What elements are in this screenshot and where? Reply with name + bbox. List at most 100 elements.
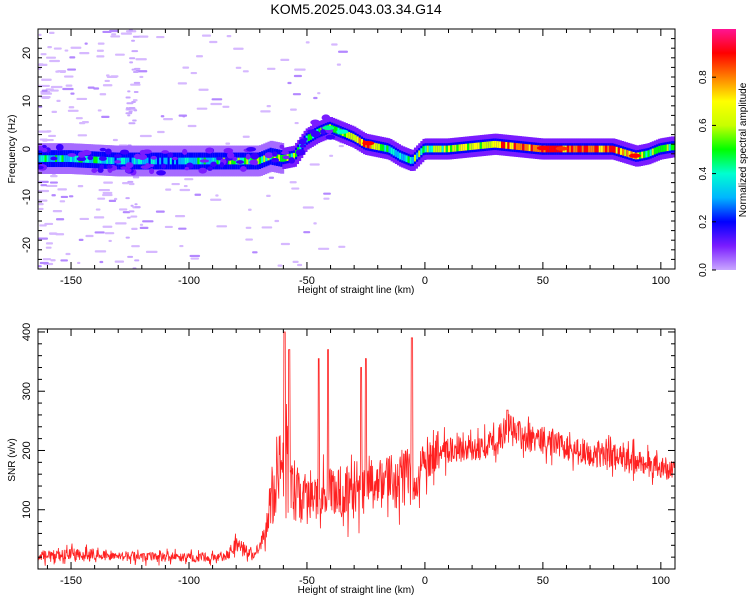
spectrogram-y-label: Frequency (Hz) — [7, 115, 18, 184]
ridge-core — [484, 141, 489, 149]
spectrogram-x-label: Height of straight line (km) — [298, 285, 415, 296]
noise-speck — [139, 226, 149, 229]
ridge-core — [619, 148, 624, 155]
ridge-core — [456, 144, 461, 152]
colorbar: 0.0 0.2 0.4 0.6 0.8 Normalized spectral ampl… — [698, 29, 749, 277]
noise-speck — [178, 114, 188, 117]
noise-speck — [99, 93, 107, 96]
ridge-blob — [295, 149, 306, 156]
ridge-blob — [98, 156, 107, 161]
noise-speck — [57, 188, 67, 191]
noise-speck — [125, 107, 129, 110]
x-tick-label: -150 — [60, 275, 82, 287]
ridge-core — [407, 156, 412, 163]
noise-speck — [331, 43, 338, 46]
noise-speck — [46, 56, 57, 59]
noise-speck — [226, 35, 232, 38]
ridge-core — [428, 145, 433, 153]
noise-speck — [128, 210, 135, 213]
snr-x-axis: -150 -100 -50 0 50 100 — [46, 329, 670, 587]
noise-speck — [293, 74, 302, 78]
noise-speck — [190, 257, 200, 260]
ridge-blob — [207, 166, 213, 171]
noise-speck — [225, 142, 231, 145]
noise-speck — [50, 259, 56, 262]
ridge-blob — [120, 149, 130, 155]
ridge-core — [443, 145, 448, 153]
ridge-core — [167, 157, 172, 165]
ridge-core — [148, 157, 153, 165]
ridge-core — [231, 157, 236, 165]
ridge-core — [526, 144, 531, 151]
ridge-core — [343, 130, 348, 137]
ridge-core — [84, 156, 89, 163]
ridge-core — [454, 144, 459, 152]
ridge-blob — [321, 114, 331, 122]
noise-speck — [196, 55, 203, 58]
noise-speck — [133, 109, 138, 112]
ridge-blob — [99, 147, 107, 152]
ridge-core — [549, 145, 554, 153]
ridge-core — [464, 143, 469, 151]
noise-speck — [323, 192, 331, 195]
noise-speck — [128, 122, 136, 125]
ridge-blob — [299, 144, 305, 148]
ridge-core — [214, 157, 219, 165]
ridge-hotspot — [555, 146, 568, 151]
noise-speck — [49, 59, 60, 63]
ridge-blob — [184, 166, 190, 171]
ridge-core — [42, 155, 47, 162]
ridge-core — [292, 152, 297, 160]
ridge-blob — [232, 156, 238, 162]
ridge-core — [67, 155, 72, 162]
ridge-core — [496, 141, 501, 148]
noise-speck — [128, 182, 135, 186]
noise-speck — [68, 195, 74, 198]
ridge-core — [411, 156, 416, 164]
noise-speck — [189, 254, 201, 258]
spectrogram-frame — [37, 28, 676, 270]
ridge-core — [396, 151, 401, 159]
ridge-blob — [41, 147, 48, 153]
ridge-core — [305, 135, 310, 143]
ridge-core — [409, 157, 414, 164]
noise-speck — [48, 232, 57, 235]
ridge-core — [581, 145, 586, 153]
ridge-core — [377, 143, 382, 151]
noise-speck — [309, 163, 320, 166]
noise-speck — [287, 81, 292, 85]
noise-speck — [102, 191, 113, 195]
noise-speck — [55, 70, 60, 73]
ridge-blob — [272, 151, 278, 157]
noise-speck — [98, 188, 111, 192]
ridge-core — [193, 157, 198, 165]
ridge-core — [176, 157, 181, 165]
noise-speck — [133, 81, 141, 84]
noise-speck — [139, 134, 152, 138]
ridge-core — [146, 157, 151, 165]
ridge-core — [658, 145, 663, 153]
ridge-core — [210, 157, 215, 165]
noise-speck — [274, 219, 280, 223]
ridge-core — [575, 145, 580, 153]
ridge-core — [613, 146, 618, 153]
ridge-core — [651, 148, 656, 156]
ridge-core — [157, 157, 162, 165]
noise-speck — [130, 83, 141, 86]
noise-speck — [45, 242, 54, 245]
ridge-core — [433, 145, 438, 153]
noise-speck — [266, 67, 276, 70]
noise-speck — [111, 33, 117, 36]
ridge-core — [399, 152, 404, 160]
ridge-core — [290, 153, 295, 161]
noise-speck — [39, 261, 49, 265]
noise-speck — [260, 110, 271, 113]
noise-speck — [266, 194, 271, 197]
noise-speck — [242, 135, 250, 138]
noise-speck — [60, 195, 69, 199]
ridge-core — [261, 156, 266, 164]
noise-speck — [145, 250, 158, 253]
noise-speck — [49, 31, 55, 34]
ridge-hotspot — [628, 153, 641, 158]
ridge-blob — [182, 148, 188, 155]
